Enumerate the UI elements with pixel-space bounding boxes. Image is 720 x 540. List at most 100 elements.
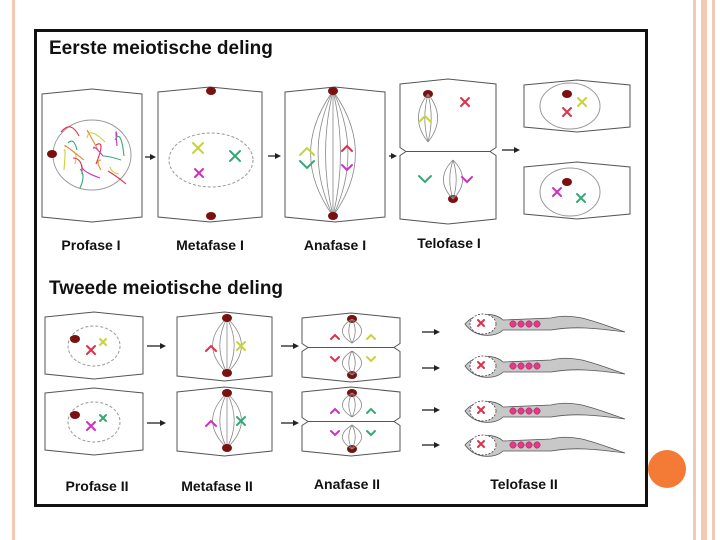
accent-circle — [648, 450, 686, 488]
spindle-anafase-2-top-a — [348, 318, 353, 344]
spermatozoon-4-mitochondrion — [509, 441, 517, 449]
spindle-telofase-1-top — [418, 93, 429, 143]
arrow-8-head — [293, 420, 299, 426]
arrow-7-head — [293, 343, 299, 349]
arrow-9-head — [434, 329, 440, 335]
chromosome — [236, 341, 246, 351]
chromatin-thread — [115, 131, 118, 147]
arrow-3-head — [391, 153, 397, 159]
chromosome — [229, 150, 241, 162]
chromatin-thread — [107, 170, 127, 185]
stage-label-anafase-2: Anafase II — [313, 476, 381, 492]
spindle-metafase-2-b — [212, 392, 228, 449]
chromosome — [366, 430, 376, 437]
chromatin-thread — [102, 155, 122, 161]
spindle-anafase-1 — [332, 90, 356, 217]
spindle-anafase-1 — [332, 90, 349, 217]
spindle-anafase-2-top-b — [351, 392, 356, 418]
chromosome — [366, 333, 376, 340]
spermatozoon-1-mitochondrion — [533, 320, 541, 328]
chromosome — [236, 416, 246, 426]
chromatin-thread — [109, 166, 120, 175]
centrosome-metafase-1-bottom — [206, 212, 216, 220]
arrow-4-head — [514, 147, 520, 153]
spindle-metafase-2-a — [226, 317, 235, 374]
chromatin-thread — [74, 153, 77, 165]
spermatozoon-3-mitochondrion — [533, 407, 541, 415]
spindle-telofase-1-bottom — [452, 159, 463, 200]
chromosome — [552, 187, 562, 197]
spindle-anafase-1 — [332, 90, 341, 217]
nucleus-metafase-1 — [168, 132, 254, 188]
spermatozoon-4-chromosome — [477, 440, 485, 448]
chromosome — [341, 164, 353, 172]
cell-metafase-2-b — [176, 386, 273, 457]
spindle-anafase-1 — [310, 90, 334, 217]
centrosome-metafase-2-top-a — [222, 314, 232, 322]
chromatin-thread — [67, 140, 78, 151]
spermatozoon-4-mitochondrion — [525, 441, 533, 449]
spermatozoon-4-mitochondrion — [533, 441, 541, 449]
stage-label-anafase-1: Anafase I — [303, 237, 367, 253]
centrosome-daughter-1 — [562, 90, 572, 98]
chromatin-thread — [93, 146, 104, 157]
spindle-anafase-2-top-b — [351, 392, 362, 418]
spermatozoon-2-mitochondrion — [525, 362, 533, 370]
chromosome — [366, 356, 376, 363]
spindle-anafase-2-bottom-a — [342, 350, 353, 376]
spindle-telofase-1-bottom — [449, 159, 454, 200]
spindle-anafase-2-bottom-a — [348, 350, 353, 376]
spindle-anafase-1 — [317, 90, 334, 217]
chromosome — [330, 407, 340, 414]
nucleus-daughter-2 — [539, 167, 601, 217]
spindle-anafase-2-bottom-a — [351, 350, 356, 376]
cell-profase-2-a — [44, 311, 144, 380]
spermatozoon-1-mitochondrion — [509, 320, 517, 328]
spermatozoon-2-mitochondrion — [533, 362, 541, 370]
spindle-anafase-2-top-b — [348, 392, 353, 418]
spindle-telofase-1-bottom — [443, 159, 454, 200]
spermatozoon-1-mitochondrion — [517, 320, 525, 328]
cell-metafase-2-a — [176, 311, 273, 382]
chromosome — [99, 338, 107, 346]
chromosome — [562, 107, 572, 117]
cell-daughter-2 — [523, 161, 631, 220]
spindle-anafase-2-top-b — [342, 392, 353, 418]
centrosome-metafase-2-bottom-b — [222, 444, 232, 452]
chromosome — [418, 114, 432, 123]
chromatin-thread — [95, 143, 102, 165]
spermatozoon-1-mitochondrion — [525, 320, 533, 328]
chromatin-thread — [97, 159, 102, 171]
centrosome-metafase-1-top — [206, 87, 216, 95]
chromatin-thread — [86, 129, 99, 151]
spindle-anafase-2-bottom-b — [351, 424, 362, 450]
stage-label-telofase-2: Telofase II — [490, 476, 558, 492]
spermatozoon-2 — [464, 356, 626, 378]
stage-label-metafase-1: Metafase I — [176, 237, 244, 253]
chromosome — [330, 333, 340, 340]
chromosome — [192, 142, 204, 154]
spermatozoon-1 — [464, 314, 626, 336]
section-title-second-division: Tweede meiotische deling — [49, 278, 284, 299]
chromosome — [86, 421, 96, 431]
arrow-1-head — [150, 154, 156, 160]
cell-profase-2-b — [44, 387, 144, 456]
spindle-anafase-2-bottom-b — [351, 424, 356, 450]
chromatin-thread — [64, 145, 85, 161]
chromosome — [299, 146, 315, 156]
chromatin-thread — [86, 132, 106, 143]
spindle-anafase-2-bottom-a — [351, 350, 362, 376]
spindle-metafase-2-a — [212, 317, 228, 374]
slide-stripe-left — [12, 0, 15, 540]
chromatin-thread — [79, 168, 84, 189]
spindle-metafase-2-b — [219, 392, 228, 449]
spindle-anafase-2-bottom-b — [342, 424, 353, 450]
spindle-metafase-2-a — [219, 317, 228, 374]
cell-metafase-1 — [157, 86, 263, 223]
chromosome — [461, 176, 473, 184]
stage-label-metafase-2: Metafase II — [181, 478, 253, 494]
chromosome — [194, 168, 204, 178]
chromosome — [330, 430, 340, 437]
chromatin-thread — [63, 149, 66, 171]
centrosome-anafase-1-top — [328, 87, 338, 95]
